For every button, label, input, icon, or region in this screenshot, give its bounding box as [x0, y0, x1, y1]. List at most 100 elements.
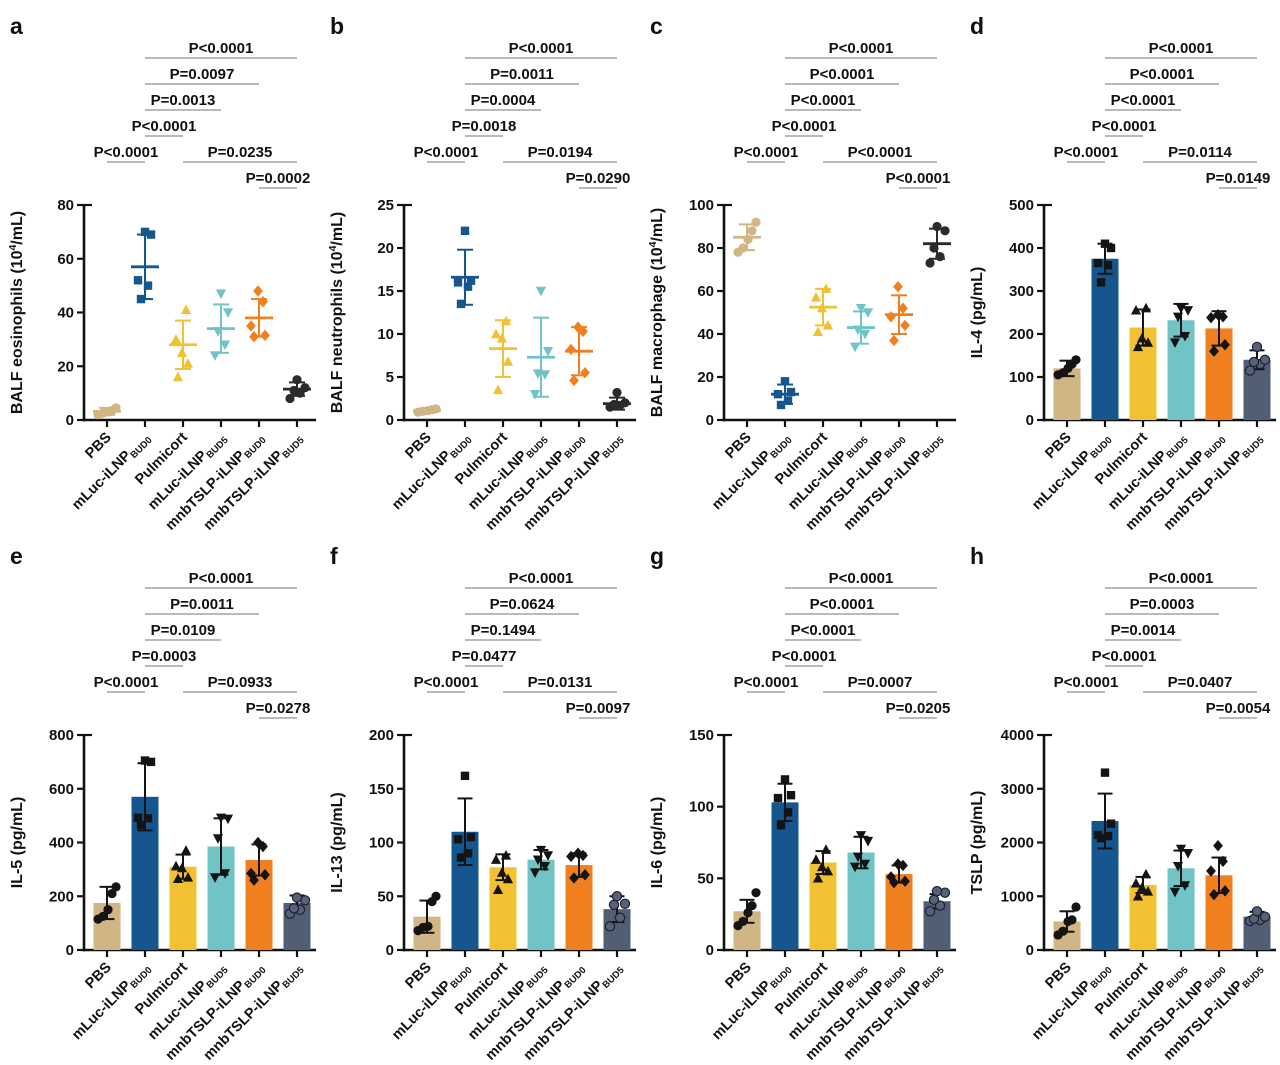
y-axis-title: IL-5 (pg/mL)	[9, 797, 26, 889]
pvalue-label: P<0.0001	[189, 40, 254, 57]
data-point	[460, 226, 470, 235]
pvalue-label: P<0.0001	[1149, 40, 1214, 57]
y-tick-label: 0	[66, 412, 74, 429]
data-point	[820, 844, 832, 854]
data-point	[810, 854, 822, 864]
data-point	[1169, 338, 1181, 348]
data-point	[783, 396, 793, 405]
data-point	[783, 808, 793, 817]
pvalue-label: P<0.0001	[1092, 118, 1157, 135]
y-axis-title: IL-13 (pg/mL)	[329, 792, 346, 892]
data-point	[786, 387, 796, 397]
data-point	[573, 321, 583, 333]
data-point	[1071, 355, 1081, 365]
x-tick-label: PBS	[722, 429, 755, 462]
data-point	[776, 400, 786, 410]
pvalue-label: P=0.0011	[170, 596, 234, 613]
pvalue-annotations: P<0.0001 P=0.0011 P=0.0004 P=0.0018 P<0.0001…	[414, 40, 630, 189]
y-axis-title: BALF eosinophils (104/mL)	[7, 211, 26, 414]
scatter-group	[413, 404, 441, 417]
data-point	[822, 865, 834, 876]
bar-group	[283, 892, 311, 950]
panel-b-chart: b P<0.0001P=0.0011P=0.0004P=0.0018P<0.000…	[327, 13, 636, 536]
data-point	[300, 383, 310, 393]
bar-group	[93, 882, 121, 950]
x-tick-label: PBS	[722, 959, 755, 992]
data-point	[893, 858, 903, 870]
scatter-group	[93, 403, 121, 420]
bar-group	[923, 886, 951, 950]
y-tick-label: 40	[57, 305, 74, 322]
data-point	[431, 404, 441, 414]
data-point	[900, 319, 910, 332]
y-tick-label: 0	[1026, 942, 1034, 959]
data-point	[1103, 261, 1113, 270]
data-point	[1106, 819, 1116, 828]
data-point	[1142, 337, 1154, 347]
data-point	[260, 329, 270, 342]
data-point	[580, 367, 590, 379]
data-point	[542, 851, 554, 861]
x-tick-label: PBS	[1042, 429, 1075, 462]
pvalue-label: P=0.0018	[452, 118, 517, 135]
data-point	[619, 898, 631, 909]
data-point	[862, 308, 874, 318]
scatter-group	[451, 226, 479, 309]
pvalue-label: P=0.0002	[246, 170, 311, 187]
bar-group	[527, 845, 555, 950]
data-point	[1130, 877, 1142, 888]
data-point	[1100, 239, 1110, 248]
data-point	[107, 888, 117, 899]
data-point	[460, 771, 470, 781]
data-point	[500, 315, 512, 326]
data-point	[258, 296, 268, 308]
data-point	[532, 855, 544, 866]
data-point	[133, 276, 143, 285]
pvalue-label: P<0.0001	[189, 570, 254, 587]
data-point	[822, 320, 834, 330]
data-point	[222, 814, 234, 825]
data-point	[1179, 331, 1191, 342]
data-point	[291, 892, 303, 903]
data-point	[751, 217, 761, 227]
y-tick-label: 100	[689, 197, 714, 214]
data-point	[466, 832, 476, 842]
data-point	[180, 304, 192, 315]
data-point	[136, 294, 146, 304]
data-point	[1209, 888, 1219, 901]
data-point	[285, 393, 295, 404]
pvalue-annotations: P<0.0001 P=0.0011 P=0.0109 P=0.0003 P<0.0001…	[94, 570, 310, 719]
data-point	[886, 311, 896, 323]
panel-e-chart: eP<0.0001P=0.0011P=0.0109P=0.0003P<0.000…	[9, 543, 316, 1065]
data-point	[535, 286, 547, 297]
data-point	[143, 281, 153, 290]
pvalue-label: P<0.0001	[886, 170, 951, 187]
data-point	[182, 872, 194, 882]
panel-c: c P<0.0001 P<0.0001 P<0.0001 P<0.0001 P<0.000…	[640, 0, 960, 536]
bar-group	[1243, 341, 1271, 420]
data-point	[453, 278, 463, 287]
y-tick-label: 20	[697, 369, 714, 386]
bar-group	[1205, 840, 1233, 950]
pvalue-label: P<0.0001	[414, 674, 479, 691]
data-point	[176, 347, 188, 358]
pvalue-label: P<0.0001	[810, 66, 875, 83]
data-point	[1259, 911, 1271, 922]
pvalue-label: P=0.0205	[886, 700, 951, 717]
data-point	[529, 868, 541, 878]
data-point	[816, 302, 828, 313]
scatter-group	[565, 321, 593, 387]
data-point	[747, 900, 757, 911]
pvalue-label: P<0.0001	[829, 570, 894, 587]
panel-h-chart: hP<0.0001P=0.0003P=0.0014P<0.0001P<0.000…	[969, 543, 1276, 1065]
data-point	[1218, 311, 1228, 323]
panel-g: g P<0.0001 P<0.0001 P<0.0001 P<0.0001 P<0.000…	[640, 530, 960, 1065]
data-point	[170, 333, 182, 344]
y-tick-label: 40	[697, 326, 714, 343]
scatter-group	[771, 377, 799, 410]
data-point	[1103, 831, 1113, 841]
panel-letter: b	[330, 13, 344, 39]
y-tick-label: 300	[1009, 283, 1034, 300]
pvalue-annotations: P<0.0001 P=0.0003 P=0.0014 P<0.0001 P<0.0001…	[1054, 570, 1271, 719]
